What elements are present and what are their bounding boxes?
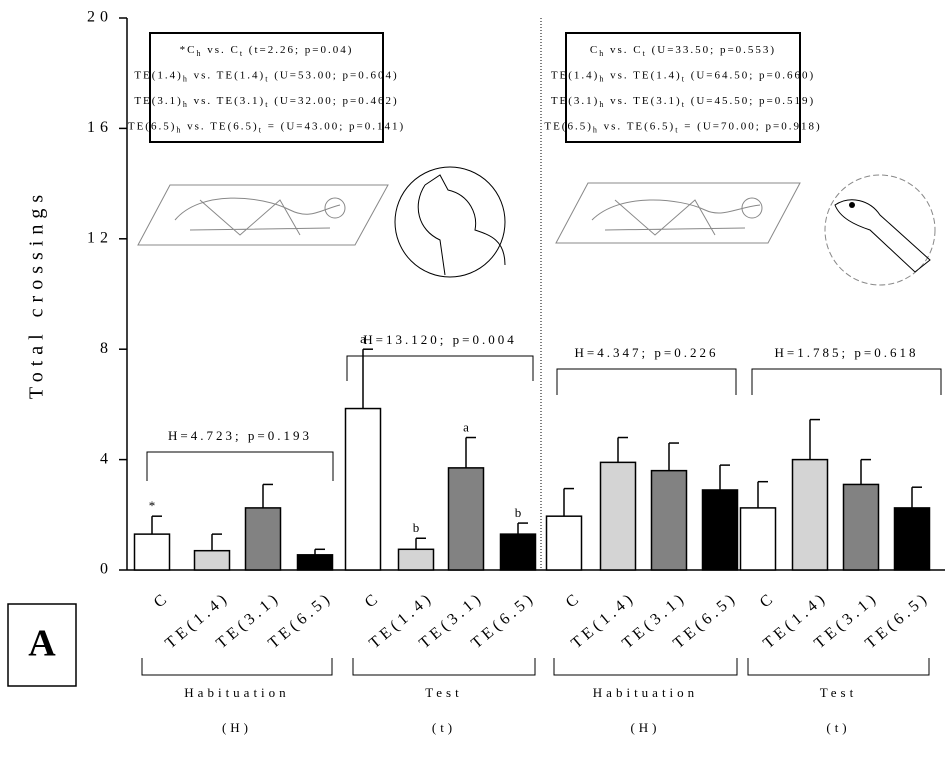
stat-label: H=4.723; p=0.193 bbox=[168, 428, 312, 443]
y-tick-label: 8 bbox=[100, 340, 113, 357]
stat-label: H=1.785; p=0.618 bbox=[775, 345, 919, 360]
group-sublabel: (H) bbox=[222, 720, 252, 735]
bar bbox=[601, 462, 636, 570]
bar bbox=[703, 490, 738, 570]
group-label: Test bbox=[820, 685, 857, 700]
chart: Total crossings A 048121620*CTE(1.4)TE(3… bbox=[0, 0, 947, 763]
group-bracket bbox=[554, 658, 737, 675]
bar bbox=[501, 534, 536, 570]
stat-text: TE(1.4) bbox=[551, 69, 600, 81]
bar bbox=[135, 534, 170, 570]
stat-text: *C bbox=[180, 44, 197, 56]
stat-text: (t=2.26; p=0.04) bbox=[244, 44, 353, 56]
group-sublabel: (t) bbox=[826, 720, 850, 735]
stat-text: TE(3.1) bbox=[551, 95, 600, 107]
stat-text: = (U=43.00; p=0.141) bbox=[263, 120, 405, 132]
cat-illustration bbox=[138, 167, 505, 277]
bar bbox=[298, 555, 333, 570]
bar-label: b bbox=[413, 520, 420, 535]
stat-text: = (U=70.00; p=0.918) bbox=[679, 120, 821, 132]
bar-label: b bbox=[515, 505, 522, 520]
y-tick-label: 0 bbox=[100, 561, 113, 578]
stat-bracket bbox=[752, 369, 941, 395]
snake-illustration bbox=[556, 175, 935, 285]
stat-text: TE(1.4) bbox=[134, 69, 183, 81]
group-sublabel: (H) bbox=[630, 720, 660, 735]
y-tick-label: 4 bbox=[100, 450, 113, 467]
stat-text: vs. C bbox=[202, 44, 239, 56]
stat-text: vs. TE(1.4) bbox=[189, 69, 265, 81]
y-tick-label: 16 bbox=[87, 119, 113, 136]
x-tick-label: C bbox=[757, 589, 779, 611]
stat-bracket bbox=[147, 452, 333, 481]
x-tick-label: C bbox=[151, 589, 173, 611]
stat-label: H=13.120; p=0.004 bbox=[363, 332, 516, 347]
stat-text: vs. TE(1.4) bbox=[605, 69, 681, 81]
stat-label: H=4.347; p=0.226 bbox=[575, 345, 719, 360]
stat-text: TE(3.1) bbox=[134, 95, 183, 107]
group-label: Habituation bbox=[184, 685, 289, 700]
stat-bracket bbox=[557, 369, 736, 395]
bar bbox=[547, 516, 582, 570]
stat-text: TE(6.5) bbox=[128, 120, 177, 132]
stat-text: vs. TE(3.1) bbox=[189, 95, 265, 107]
stat-text: vs. TE(3.1) bbox=[605, 95, 681, 107]
bar bbox=[793, 460, 828, 570]
bar bbox=[844, 484, 879, 570]
panel-label: A bbox=[28, 623, 56, 665]
stat-text: (U=64.50; p=0.660) bbox=[686, 69, 815, 81]
bar bbox=[449, 468, 484, 570]
stat-text: (U=32.00; p=0.462) bbox=[269, 95, 398, 107]
stat-text: (U=45.50; p=0.519) bbox=[686, 95, 815, 107]
stat-bracket bbox=[347, 356, 533, 381]
group-bracket bbox=[748, 658, 929, 675]
group-label: Test bbox=[425, 685, 462, 700]
bar-label: * bbox=[149, 498, 156, 513]
y-tick-label: 20 bbox=[87, 9, 113, 26]
group-sublabel: (t) bbox=[432, 720, 456, 735]
bar bbox=[895, 508, 930, 570]
bar bbox=[652, 471, 687, 570]
stat-text: vs. TE(6.5) bbox=[599, 120, 675, 132]
stat-text: TE(6.5) bbox=[544, 120, 593, 132]
group-bracket bbox=[353, 658, 535, 675]
bar bbox=[195, 551, 230, 570]
bar bbox=[346, 409, 381, 570]
stat-text: (U=53.00; p=0.604) bbox=[269, 69, 398, 81]
bar-label: a bbox=[463, 420, 469, 435]
bar bbox=[741, 508, 776, 570]
stat-text: C bbox=[590, 44, 599, 56]
y-tick-label: 12 bbox=[87, 229, 113, 246]
x-tick-label: C bbox=[362, 589, 384, 611]
bar bbox=[246, 508, 281, 570]
bar bbox=[399, 549, 434, 570]
stat-text: vs. TE(6.5) bbox=[182, 120, 258, 132]
group-label: Habituation bbox=[593, 685, 698, 700]
x-tick-label: C bbox=[563, 589, 585, 611]
y-axis-label: Total crossings bbox=[26, 189, 48, 399]
group-bracket bbox=[142, 658, 332, 675]
stat-text: vs. C bbox=[605, 44, 642, 56]
stat-text: (U=33.50; p=0.553) bbox=[647, 44, 776, 56]
